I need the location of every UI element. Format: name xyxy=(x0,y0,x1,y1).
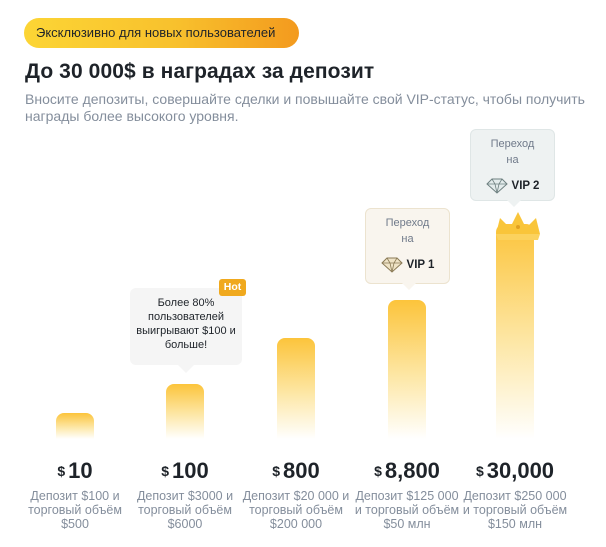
new-users-badge: Эксклюзивно для новых пользователей xyxy=(24,18,299,48)
tier-bar-3 xyxy=(277,338,315,439)
vip2-tooltip-line1: Переход xyxy=(490,138,535,150)
tier-desc-4: Депозит $125 000 и торговый объём $50 мл… xyxy=(354,489,460,531)
tier-bar-4 xyxy=(388,300,426,439)
tier-desc-1: Депозит $100 и торговый объём $500 xyxy=(28,489,122,531)
vip1-tooltip: Переход на VIP 1 xyxy=(365,208,450,290)
crown-icon xyxy=(496,212,540,240)
vip1-tooltip-line1: Переход xyxy=(385,217,430,229)
tier-desc-2: Депозит $3000 и торговый объём $6000 xyxy=(136,489,234,531)
tier-desc-5: Депозит $250 000 и торговый объём $150 м… xyxy=(462,489,568,531)
hot-badge: Hot xyxy=(219,279,246,296)
tier-bar-2 xyxy=(166,384,204,439)
vip1-tooltip-line2: на xyxy=(401,233,414,245)
tier-amount-4: $8,800 xyxy=(374,458,440,483)
vip1-label: VIP 1 xyxy=(406,259,435,271)
vip2-tooltip: Переход на VIP 2 xyxy=(470,129,555,207)
tier-amount-5: $30,000 xyxy=(475,458,555,483)
vip1-diamond-icon xyxy=(380,257,403,273)
tier-amount-1: $10 xyxy=(57,458,93,483)
tier-amount-3: $800 xyxy=(272,458,320,483)
page-title: До 30 000$ в наградах за депозит xyxy=(25,60,375,83)
hot-tooltip: Более 80% пользователей выигрывают $100 … xyxy=(130,288,242,373)
vip2-tooltip-line2: на xyxy=(506,154,519,166)
page-subtitle: Вносите депозиты, совершайте сделки и по… xyxy=(25,91,585,124)
tier-amount-2: $100 xyxy=(161,458,209,483)
tier-desc-3: Депозит $20 000 и торговый объём $200 00… xyxy=(242,489,350,531)
tier-bar-5 xyxy=(496,224,534,439)
tier-bar-1 xyxy=(56,413,94,439)
vip2-label: VIP 2 xyxy=(511,180,540,192)
vip2-diamond-icon xyxy=(485,178,508,194)
